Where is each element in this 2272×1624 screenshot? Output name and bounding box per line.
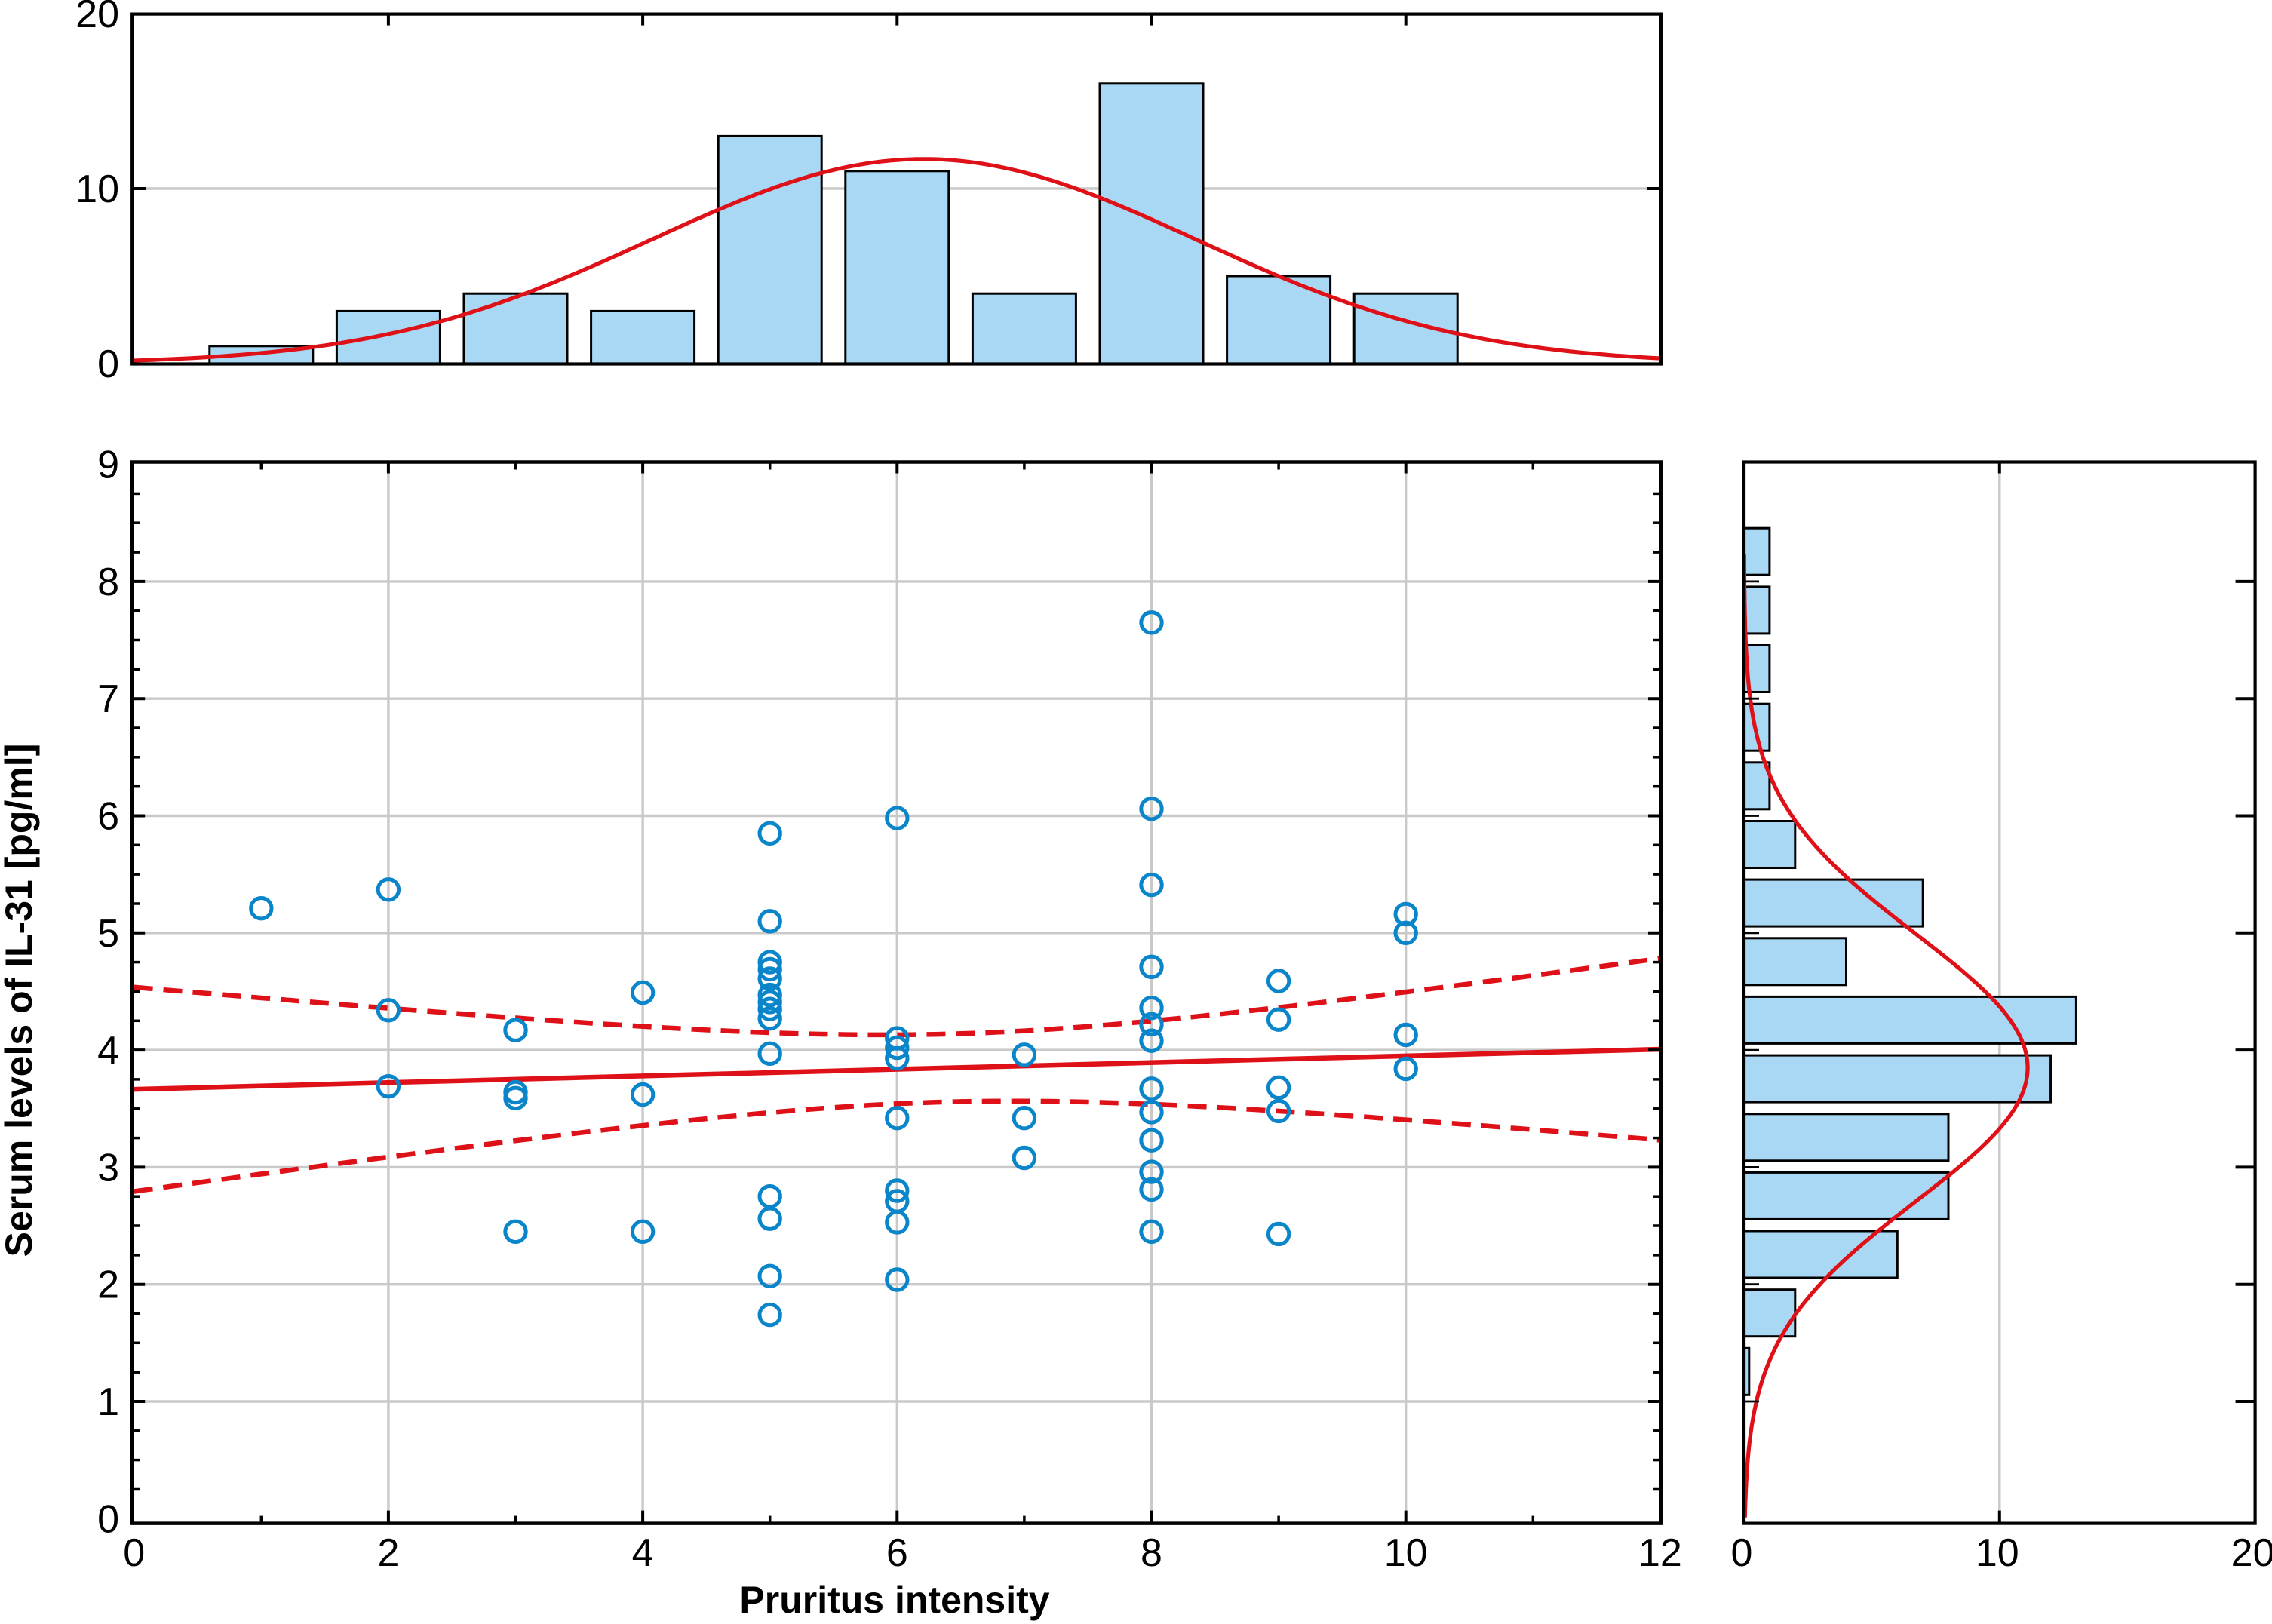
svg-text:10: 10 [1384, 1531, 1428, 1575]
svg-text:2: 2 [377, 1531, 399, 1575]
svg-text:0: 0 [123, 1531, 145, 1575]
svg-text:2: 2 [97, 1263, 119, 1307]
svg-text:7: 7 [97, 677, 119, 721]
svg-text:10: 10 [1976, 1531, 2019, 1575]
svg-text:5: 5 [97, 912, 119, 956]
svg-text:6: 6 [97, 795, 119, 839]
svg-text:20: 20 [2231, 1531, 2272, 1575]
svg-text:10: 10 [75, 167, 119, 211]
svg-text:0: 0 [97, 342, 119, 386]
svg-text:6: 6 [886, 1531, 908, 1575]
svg-text:Serum levels of IL-31 [pg/ml]: Serum levels of IL-31 [pg/ml] [0, 744, 40, 1257]
svg-text:8: 8 [97, 560, 119, 604]
svg-text:Pruritus intensity: Pruritus intensity [739, 1579, 1049, 1621]
svg-text:0: 0 [1731, 1531, 1753, 1575]
svg-text:4: 4 [97, 1029, 119, 1073]
svg-text:1: 1 [97, 1380, 119, 1424]
svg-text:8: 8 [1141, 1531, 1162, 1575]
svg-text:0: 0 [97, 1497, 119, 1541]
svg-text:4: 4 [632, 1531, 654, 1575]
svg-text:9: 9 [97, 444, 119, 487]
svg-text:3: 3 [97, 1146, 119, 1190]
svg-text:20: 20 [75, 0, 119, 36]
svg-text:12: 12 [1638, 1531, 1682, 1575]
